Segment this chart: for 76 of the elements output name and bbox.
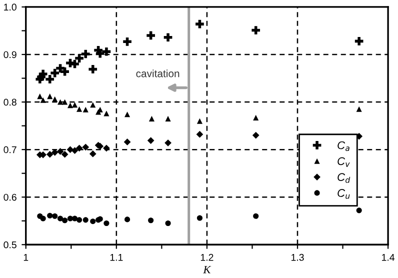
- point: [67, 102, 74, 108]
- x-tick-label: 1.2: [200, 254, 214, 261]
- point: [60, 67, 69, 76]
- point: [62, 218, 68, 224]
- point: [196, 118, 202, 124]
- y-tick-label: 0.7: [4, 146, 16, 154]
- point: [148, 116, 155, 122]
- point: [164, 139, 172, 146]
- point: [76, 106, 82, 112]
- point: [356, 106, 362, 112]
- point: [82, 144, 90, 151]
- point: [71, 147, 78, 154]
- x-tick-label: 1.1: [110, 254, 123, 261]
- ref-line-label: cavitation: [136, 70, 180, 78]
- point: [164, 33, 172, 42]
- legend-label: C$_{a}$: [338, 141, 350, 152]
- point: [89, 150, 96, 158]
- point: [147, 137, 154, 144]
- y-tick-label: 0.9: [4, 51, 16, 58]
- point: [52, 213, 58, 219]
- point: [58, 216, 64, 222]
- point: [40, 97, 46, 103]
- y-tick-label: 0.8: [4, 98, 16, 106]
- point: [165, 116, 171, 122]
- point: [148, 218, 154, 224]
- legend-label: C$_{u}$: [338, 189, 350, 199]
- point: [90, 218, 96, 224]
- y-tick-label: 0.6: [4, 194, 16, 201]
- point: [75, 54, 84, 62]
- point: [56, 148, 64, 155]
- point: [102, 47, 111, 56]
- x-tick-label: 1: [24, 254, 28, 261]
- point: [165, 220, 171, 226]
- legend-label: C$_{v}$: [338, 157, 350, 167]
- point: [196, 215, 202, 221]
- point: [196, 130, 204, 138]
- point: [103, 144, 110, 152]
- point: [61, 150, 68, 158]
- point: [66, 146, 74, 153]
- point: [38, 70, 48, 78]
- x-tick-label: 1.4: [382, 254, 395, 261]
- point: [46, 75, 54, 84]
- legend-label: C$_{d}$: [338, 173, 350, 183]
- point: [70, 60, 79, 68]
- point: [253, 114, 259, 120]
- point: [58, 99, 64, 105]
- point: [88, 65, 98, 74]
- point: [146, 31, 155, 40]
- point: [252, 26, 260, 34]
- point: [62, 99, 68, 105]
- x-tick-label: 1.3: [291, 254, 304, 261]
- point: [50, 68, 60, 78]
- point: [40, 216, 46, 222]
- point: [46, 150, 54, 158]
- point: [37, 94, 43, 100]
- point: [72, 102, 78, 108]
- point: [124, 216, 130, 222]
- point: [76, 217, 82, 223]
- point: [76, 144, 83, 152]
- point: [81, 50, 90, 58]
- point: [124, 138, 131, 146]
- point: [354, 37, 364, 46]
- y-tick-label: 0.5: [4, 241, 16, 248]
- point: [104, 220, 110, 226]
- y-tick-label: 1.0: [4, 4, 16, 11]
- point: [52, 96, 58, 102]
- point: [124, 112, 130, 118]
- point: [253, 213, 259, 219]
- point: [196, 20, 204, 28]
- point: [82, 217, 88, 223]
- point: [123, 37, 132, 46]
- point: [252, 132, 260, 139]
- x-axis-title: K: [203, 266, 212, 274]
- point: [82, 106, 88, 112]
- point: [47, 212, 53, 218]
- point: [356, 208, 362, 214]
